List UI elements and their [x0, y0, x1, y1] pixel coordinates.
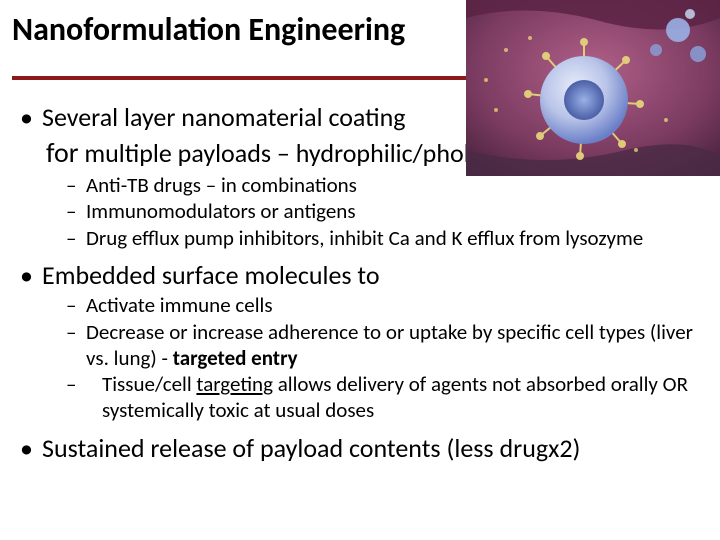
sub-2-1: Activate immune cells: [66, 293, 708, 319]
bullet-2-sublist: Activate immune cells Decrease or increa…: [12, 293, 708, 423]
bullet-list-2: Embedded surface molecules to: [12, 260, 708, 292]
bullet-1-line1: Several layer nanomaterial coating: [42, 101, 406, 133]
sub-2-3-pre: Tissue/cell: [102, 371, 196, 397]
sub-2-2: Decrease or increase adherence to or upt…: [66, 320, 708, 371]
bullet-list: Several layer nanomaterial coating: [12, 102, 708, 134]
sub-2-2-bold: targeted entry: [173, 345, 298, 371]
sub-2-3: Tissue/cell targeting allows delivery of…: [66, 372, 708, 423]
sub-1-2: Immunomodulators or antigens: [66, 199, 708, 225]
bullet-1-line2-pre: for: [46, 135, 78, 170]
title-row: Nanoformulation Engineering: [12, 8, 708, 72]
bullet-3: Sustained release of payload contents (l…: [20, 433, 708, 465]
sub-1-1: Anti-TB drugs – in combinations: [66, 173, 708, 199]
bullet-list-3: Sustained release of payload contents (l…: [12, 433, 708, 465]
bullet-1-line2-rest: multiple payloads – hydrophilic/phobic: [78, 137, 494, 169]
bullet-2: Embedded surface molecules to: [20, 260, 708, 292]
bullet-1: Several layer nanomaterial coating: [20, 102, 708, 134]
sub-2-3-underline: targeting: [196, 371, 273, 397]
sub-1-3: Drug efflux pump inhibitors, inhibit Ca …: [66, 226, 708, 252]
slide: Nanoformulation Engineering Several laye…: [0, 0, 720, 540]
bullet-1-sublist: Anti-TB drugs – in combinations Immunomo…: [12, 173, 708, 252]
slide-title: Nanoformulation Engineering: [12, 8, 708, 47]
